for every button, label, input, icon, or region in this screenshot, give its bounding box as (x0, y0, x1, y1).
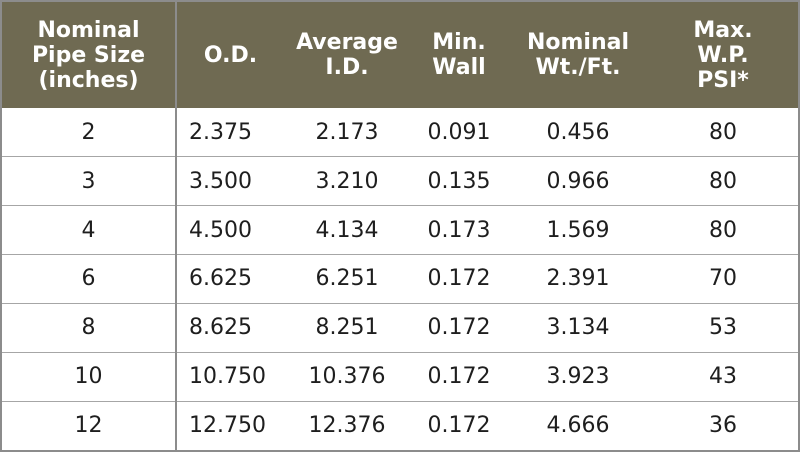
cell-average-id: 3.210 (284, 156, 410, 206)
header-nominal-pipe-size: Nominal Pipe Size (inches) (2, 2, 177, 108)
cell-nominal-wt: 0.966 (508, 156, 648, 206)
header-min-wall: Min. Wall (410, 2, 508, 108)
cell-max-wp: 80 (709, 119, 737, 145)
cell-od: 12.750 (176, 400, 284, 450)
cell-average-id: 4.134 (284, 205, 410, 255)
header-max-wp-psi: Max. W.P. PSI* (648, 2, 798, 108)
cell-pipe-size: 4 (2, 205, 177, 255)
table-body: 2 2.375 2.173 0.091 0.456 80 3 3.500 3.2… (2, 108, 798, 450)
header-average-id: Average I.D. (284, 2, 410, 108)
table-row: 6 6.625 6.251 0.172 2.391 70 (2, 254, 798, 304)
cell-nominal-wt: 1.569 (508, 205, 648, 255)
cell-average-id: 10.376 (284, 351, 410, 402)
header-nominal-wt-ft: Nominal Wt./Ft. (508, 2, 648, 108)
cell-min-wall: 0.172 (410, 254, 508, 304)
cell-pipe-size: 3 (2, 156, 177, 206)
cell-od: 2.375 (189, 119, 252, 145)
header-row: Nominal Pipe Size (inches) O.D. Average … (2, 2, 798, 108)
table-row: 4 4.500 4.134 0.173 1.569 80 (2, 205, 798, 255)
table-row: 3 3.500 3.210 0.135 0.966 80 (2, 156, 798, 206)
cell-pipe-size: 6 (2, 254, 177, 304)
table-row: 12 12.750 12.376 0.172 4.666 36 (2, 400, 798, 450)
cell-min-wall: 0.173 (410, 205, 508, 255)
cell-max-wp: 70 (648, 254, 798, 304)
cell-max-wp: 43 (648, 351, 798, 402)
cell-max-wp: 36 (648, 400, 798, 450)
cell-max-wp: 80 (648, 156, 798, 206)
cell-nominal-wt: 3.134 (508, 302, 648, 353)
cell-pipe-size: 2 (2, 108, 177, 157)
cell-min-wall: 0.172 (410, 351, 508, 402)
cell-od: 3.500 (176, 156, 284, 206)
cell-pipe-size: 8 (2, 302, 177, 353)
cell-average-id: 2.173 (315, 119, 379, 145)
cell-max-wp: 80 (648, 205, 798, 255)
cell-max-wp: 53 (648, 302, 798, 353)
table-row: 2 2.375 2.173 0.091 0.456 80 (2, 108, 798, 157)
cell-nominal-wt: 0.456 (546, 119, 610, 145)
cell-nominal-wt: 4.666 (508, 400, 648, 450)
cell-pipe-size: 12 (2, 400, 177, 450)
cell-min-wall: 0.091 (427, 119, 491, 145)
table-row: 8 8.625 8.251 0.172 3.134 53 (2, 302, 798, 353)
cell-nominal-wt: 2.391 (508, 254, 648, 304)
table-header: Nominal Pipe Size (inches) O.D. Average … (2, 2, 798, 108)
cell-od: 4.500 (176, 205, 284, 255)
header-od: O.D. (176, 2, 284, 108)
cell-average-id: 6.251 (284, 254, 410, 304)
cell-pipe-size: 10 (2, 351, 177, 402)
cell-average-id: 8.251 (284, 302, 410, 353)
cell-min-wall: 0.172 (410, 400, 508, 450)
table-row: 10 10.750 10.376 0.172 3.923 43 (2, 351, 798, 402)
cell-average-id: 12.376 (284, 400, 410, 450)
cell-od: 6.625 (176, 254, 284, 304)
cell-od: 10.750 (176, 351, 284, 402)
cell-min-wall: 0.172 (410, 302, 508, 353)
cell-od: 8.625 (176, 302, 284, 353)
cell-nominal-wt: 3.923 (508, 351, 648, 402)
cell-min-wall: 0.135 (410, 156, 508, 206)
